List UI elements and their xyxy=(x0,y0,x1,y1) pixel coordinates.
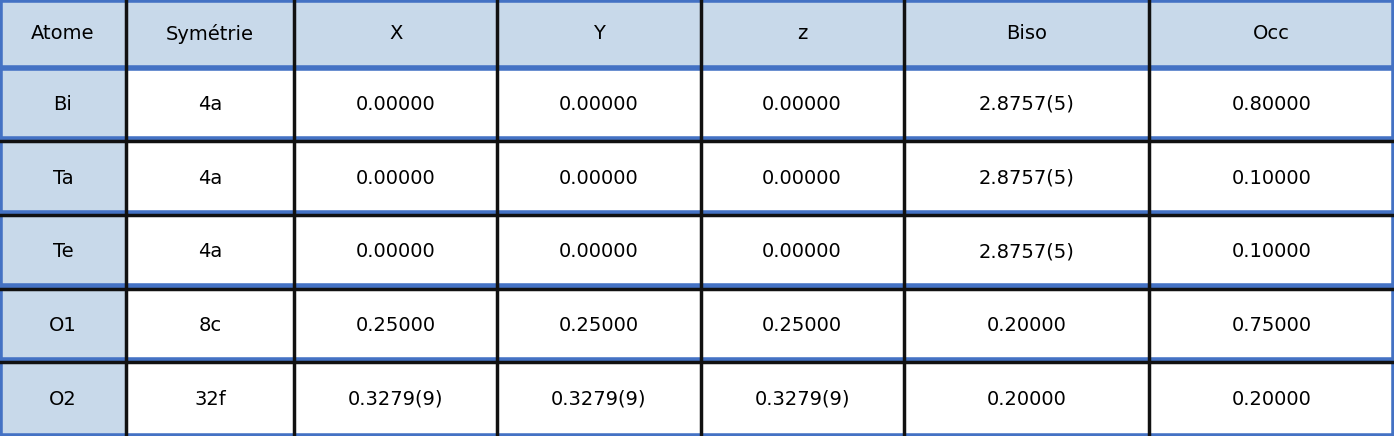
Text: Bi: Bi xyxy=(53,95,72,114)
Text: 0.75000: 0.75000 xyxy=(1231,316,1312,335)
Text: 0.00000: 0.00000 xyxy=(355,95,436,114)
Text: 0.00000: 0.00000 xyxy=(763,242,842,261)
Text: 0.25000: 0.25000 xyxy=(763,316,842,335)
Bar xyxy=(125,68,294,141)
Text: Atome: Atome xyxy=(31,24,95,43)
Text: 32f: 32f xyxy=(194,390,226,409)
Text: Biso: Biso xyxy=(1005,24,1047,43)
Text: 0.00000: 0.00000 xyxy=(763,95,842,114)
Bar xyxy=(498,68,701,141)
Text: Te: Te xyxy=(53,242,74,261)
Bar xyxy=(1149,68,1394,141)
Bar xyxy=(1149,0,1394,68)
Bar xyxy=(1149,289,1394,362)
Bar xyxy=(0,0,125,68)
Bar xyxy=(125,141,294,215)
Text: X: X xyxy=(389,24,403,43)
Text: 0.3279(9): 0.3279(9) xyxy=(551,390,647,409)
Text: 2.8757(5): 2.8757(5) xyxy=(979,169,1075,187)
Text: 0.3279(9): 0.3279(9) xyxy=(348,390,443,409)
Bar xyxy=(903,215,1149,289)
Text: 0.00000: 0.00000 xyxy=(559,242,638,261)
Text: Y: Y xyxy=(592,24,605,43)
Text: Ta: Ta xyxy=(53,169,74,187)
Bar xyxy=(125,0,294,68)
Bar xyxy=(701,141,903,215)
Bar xyxy=(903,141,1149,215)
Bar xyxy=(498,362,701,436)
Text: 4a: 4a xyxy=(198,169,222,187)
Text: 0.20000: 0.20000 xyxy=(987,316,1066,335)
Bar xyxy=(294,0,498,68)
Bar xyxy=(903,362,1149,436)
Bar xyxy=(1149,141,1394,215)
Text: 0.00000: 0.00000 xyxy=(559,169,638,187)
Text: 4a: 4a xyxy=(198,242,222,261)
Bar xyxy=(0,362,125,436)
Text: 0.00000: 0.00000 xyxy=(763,169,842,187)
Bar xyxy=(498,215,701,289)
Bar xyxy=(701,68,903,141)
Bar xyxy=(294,289,498,362)
Bar xyxy=(903,0,1149,68)
Text: 0.25000: 0.25000 xyxy=(559,316,638,335)
Text: 0.10000: 0.10000 xyxy=(1231,242,1312,261)
Bar xyxy=(701,362,903,436)
Bar xyxy=(0,68,125,141)
Text: 0.00000: 0.00000 xyxy=(355,242,436,261)
Text: O1: O1 xyxy=(49,316,77,335)
Bar xyxy=(903,68,1149,141)
Bar xyxy=(1149,362,1394,436)
Bar xyxy=(125,362,294,436)
Text: Occ: Occ xyxy=(1253,24,1289,43)
Bar xyxy=(0,215,125,289)
Bar xyxy=(701,0,903,68)
Bar xyxy=(294,362,498,436)
Text: 0.20000: 0.20000 xyxy=(1231,390,1312,409)
Text: O2: O2 xyxy=(49,390,77,409)
Text: 0.80000: 0.80000 xyxy=(1231,95,1312,114)
Text: z: z xyxy=(797,24,807,43)
Bar xyxy=(701,289,903,362)
Text: 0.20000: 0.20000 xyxy=(987,390,1066,409)
Bar xyxy=(125,215,294,289)
Text: 0.25000: 0.25000 xyxy=(355,316,436,335)
Text: 2.8757(5): 2.8757(5) xyxy=(979,242,1075,261)
Bar xyxy=(0,141,125,215)
Bar xyxy=(701,215,903,289)
Bar xyxy=(294,68,498,141)
Text: Symétrie: Symétrie xyxy=(166,24,254,44)
Bar xyxy=(498,0,701,68)
Bar xyxy=(0,289,125,362)
Text: 8c: 8c xyxy=(198,316,222,335)
Bar xyxy=(1149,215,1394,289)
Text: 0.00000: 0.00000 xyxy=(355,169,436,187)
Text: 0.10000: 0.10000 xyxy=(1231,169,1312,187)
Bar xyxy=(498,289,701,362)
Bar xyxy=(294,141,498,215)
Text: 0.00000: 0.00000 xyxy=(559,95,638,114)
Text: 2.8757(5): 2.8757(5) xyxy=(979,95,1075,114)
Text: 0.3279(9): 0.3279(9) xyxy=(754,390,850,409)
Bar xyxy=(498,141,701,215)
Bar xyxy=(125,289,294,362)
Bar xyxy=(903,289,1149,362)
Bar xyxy=(294,215,498,289)
Text: 4a: 4a xyxy=(198,95,222,114)
